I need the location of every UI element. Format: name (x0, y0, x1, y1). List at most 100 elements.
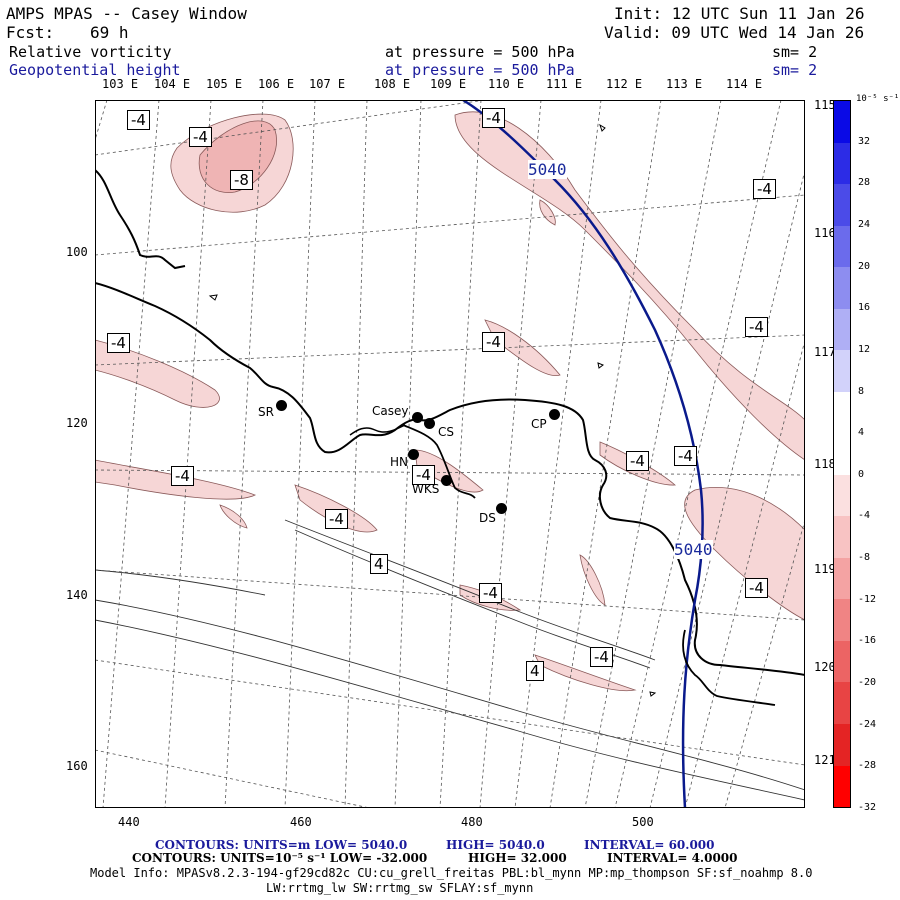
vorticity-area (684, 487, 805, 621)
vorticity-label: -4 (479, 583, 502, 603)
height-contour-info: CONTOURS: UNITS=m LOW= 5040.0 (155, 838, 408, 852)
field1-name: Relative vorticity (9, 43, 172, 61)
coastline-east (682, 629, 776, 706)
vorticity-area (539, 199, 556, 226)
colorbar-label: -12 (858, 593, 877, 605)
colorbar-swatch (834, 350, 850, 392)
vorticity-label: -4 (412, 465, 435, 485)
field1-smoothing: sm= 2 (772, 43, 818, 61)
colorbar-swatch (834, 723, 850, 766)
colorbar-swatch (834, 308, 850, 351)
colorbar (833, 100, 851, 808)
height-contour-label: 5040 (528, 160, 567, 179)
init-time: Init: 12 UTC Sun 11 Jan 26 (614, 4, 865, 23)
coastline (95, 169, 805, 676)
colorbar-label: 28 (858, 177, 871, 189)
field2-smoothing: sm= 2 (772, 61, 818, 79)
valid-time: Valid: 09 UTC Wed 14 Jan 26 (604, 23, 865, 42)
vorticity-label: -4 (171, 466, 194, 486)
station-marker[interactable] (276, 400, 287, 411)
x-axis-label: 500 (632, 815, 654, 829)
field2-pressure: at pressure = 500 hPa (385, 61, 575, 79)
y-axis-label: 100 (66, 245, 88, 259)
vorticity-label: -4 (753, 179, 776, 199)
colorbar-label: 8 (858, 385, 865, 397)
station-label: HN (390, 455, 408, 469)
colorbar-label: 16 (858, 302, 871, 314)
lon-label-top: 109 E (430, 77, 467, 91)
colorbar-label: -24 (858, 718, 877, 730)
station-label: Casey (372, 404, 409, 418)
y-axis-label: 160 (66, 759, 88, 773)
colorbar-label: -32 (858, 802, 877, 813)
vorticity-label: -8 (230, 170, 253, 190)
lon-label-top: 104 E (154, 77, 191, 91)
station-marker[interactable] (408, 449, 419, 460)
lon-label-top: 108 E (374, 77, 411, 91)
x-axis-label: 480 (461, 815, 483, 829)
y-axis-label: 140 (66, 588, 88, 602)
colorbar-swatch (834, 474, 850, 517)
vorticity-label: -4 (482, 108, 505, 128)
vorticity-label: -4 (127, 110, 150, 130)
vorticity-area (579, 554, 606, 606)
vorticity-area (95, 339, 220, 408)
x-axis-label: 440 (118, 815, 140, 829)
colorbar-label: -8 (858, 552, 871, 564)
height-contour-interval: INTERVAL= 60.000 (584, 838, 715, 852)
station-marker[interactable] (412, 412, 423, 423)
station-marker[interactable] (424, 418, 435, 429)
colorbar-label: -4 (858, 510, 871, 522)
station-marker[interactable] (496, 503, 507, 514)
vorticity-label: -4 (626, 451, 649, 471)
colorbar-label: 24 (858, 218, 871, 230)
colorbar-swatch (834, 101, 850, 143)
colorbar-label: 32 (858, 135, 871, 147)
lon-label-top: 113 E (666, 77, 703, 91)
vorticity-contour-high: HIGH= 32.000 (468, 851, 567, 865)
lon-label-top: 110 E (488, 77, 525, 91)
colorbar-swatch (834, 682, 850, 724)
vorticity-area (454, 111, 805, 461)
vorticity-area (294, 484, 378, 533)
colorbar-swatch (834, 557, 850, 600)
colorbar-swatch (834, 640, 850, 683)
height-contour-label: 5040 (674, 540, 713, 559)
colorbar-label: -16 (858, 635, 877, 647)
lon-label-top: 114 E (726, 77, 763, 91)
colorbar-swatch (834, 516, 850, 558)
vorticity-label: -4 (325, 509, 348, 529)
vorticity-label: 4 (370, 554, 388, 574)
model-info: Model Info: MPASv8.2.3-194-gf29cd82c CU:… (90, 866, 813, 880)
vorticity-label: -4 (590, 647, 613, 667)
field2-name: Geopotential height (9, 61, 181, 79)
vorticity-contour-info: CONTOURS: UNITS=10⁻⁵ s⁻¹ LOW= -32.000 (132, 851, 428, 865)
colorbar-label: 0 (858, 468, 865, 480)
graticule (95, 100, 805, 808)
colorbar-swatch (834, 225, 850, 268)
vorticity-area (534, 654, 637, 692)
lon-label-top: 112 E (606, 77, 643, 91)
lon-label-top: 111 E (546, 77, 583, 91)
station-label: SR (258, 405, 274, 419)
forecast-label: Fcst: (6, 23, 55, 42)
colorbar-label: -28 (858, 760, 877, 772)
colorbar-swatch (834, 433, 850, 475)
colorbar-swatch (834, 184, 850, 226)
colorbar-unit: 10⁻⁵ s⁻¹ (856, 94, 900, 104)
colorbar-swatch (834, 765, 850, 808)
vorticity-area-strong (198, 120, 277, 194)
map-title: AMPS MPAS -- Casey Window (6, 4, 247, 23)
colorbar-label: 20 (858, 260, 871, 272)
colorbar-swatch (834, 267, 850, 309)
station-label: CS (438, 425, 454, 439)
vorticity-label: 4 (526, 661, 544, 681)
model-info-2: LW:rrtmg_lw SW:rrtmg_sw SFLAY:sf_mynn (266, 881, 534, 895)
station-marker[interactable] (549, 409, 560, 420)
lon-label-top: 105 E (206, 77, 243, 91)
station-marker[interactable] (441, 475, 452, 486)
station-label: DS (479, 511, 496, 525)
vorticity-contour-interval: INTERVAL= 4.0000 (607, 851, 738, 865)
forecast-hour: 69 h (90, 23, 129, 42)
colorbar-swatch (834, 142, 850, 185)
